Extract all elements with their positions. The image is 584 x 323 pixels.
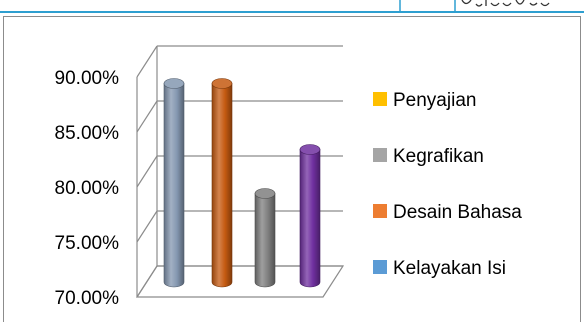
- side-wall-gridline: [136, 155, 158, 188]
- y-tick-label: 90.00%: [55, 68, 120, 89]
- side-wall-gridline: [136, 100, 158, 133]
- legend-label: Desain Bahasa: [393, 202, 522, 223]
- bar-kegrafikan: [254, 193, 276, 288]
- legend-swatch: [373, 260, 387, 274]
- bar-top-cap: [254, 188, 276, 199]
- chart-area: 70.00% 75.00% 80.00% 85.00% 90.00% Penyajian K…: [3, 16, 581, 322]
- legend-swatch: [373, 92, 387, 106]
- bar-top-cap: [163, 78, 185, 89]
- legend-label: Kelayakan Isi: [393, 258, 506, 279]
- side-wall-gridline: [136, 210, 158, 243]
- bar-top-cap: [299, 144, 321, 155]
- legend-label: Penyajian: [393, 90, 476, 111]
- header-table-fragment: [0, 0, 584, 13]
- y-tick-label: 80.00%: [55, 178, 120, 199]
- bar-top-cap: [211, 78, 233, 89]
- y-tick-label: 85.00%: [55, 123, 120, 144]
- y-tick-label: 75.00%: [55, 233, 120, 254]
- bar-desain-bahasa: [211, 83, 233, 288]
- y-tick-label: 70.00%: [55, 288, 120, 309]
- document-header-strip: [0, 0, 584, 16]
- bar-chart: 70.00% 75.00% 80.00% 85.00% 90.00% Penyajian K…: [55, 45, 522, 309]
- side-wall-gridline: [136, 45, 158, 78]
- bar-kelayakan-isi: [163, 83, 185, 288]
- chart-floor: [135, 265, 345, 298]
- legend-swatch: [373, 148, 387, 162]
- legend-label: Kegrafikan: [393, 146, 484, 167]
- bar-penyajian: [299, 149, 321, 288]
- legend-swatch: [373, 204, 387, 218]
